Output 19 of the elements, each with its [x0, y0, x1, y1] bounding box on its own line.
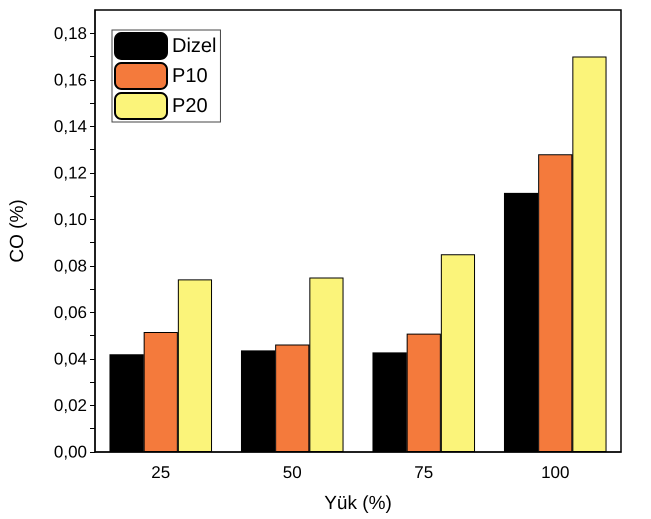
legend-label: Dizel	[172, 35, 216, 57]
y-tick-label: 0,16	[54, 70, 87, 90]
y-tick-label: 0,14	[54, 116, 87, 136]
y-tick-label: 0,12	[54, 163, 87, 182]
y-tick-label: 0,08	[54, 256, 87, 276]
y-tick-label: 0,02	[54, 396, 87, 415]
legend-label: P20	[172, 95, 208, 117]
x-tick-label: 25	[151, 463, 170, 482]
y-tick-label: 0,00	[54, 442, 87, 462]
y-tick-label: 0,04	[54, 349, 87, 368]
legend-label: P10	[172, 65, 208, 87]
x-tick-label: 50	[282, 463, 302, 482]
y-tick-label: 0,06	[54, 302, 87, 322]
x-tick-label: 75	[414, 463, 434, 482]
x-axis-title: Yük (%)	[324, 493, 392, 514]
x-tick-label: 100	[541, 463, 570, 482]
y-axis-title: CO (%)	[7, 199, 28, 263]
y-tick-label: 0,10	[54, 210, 87, 229]
y-tick-label: 0,18	[54, 24, 87, 43]
